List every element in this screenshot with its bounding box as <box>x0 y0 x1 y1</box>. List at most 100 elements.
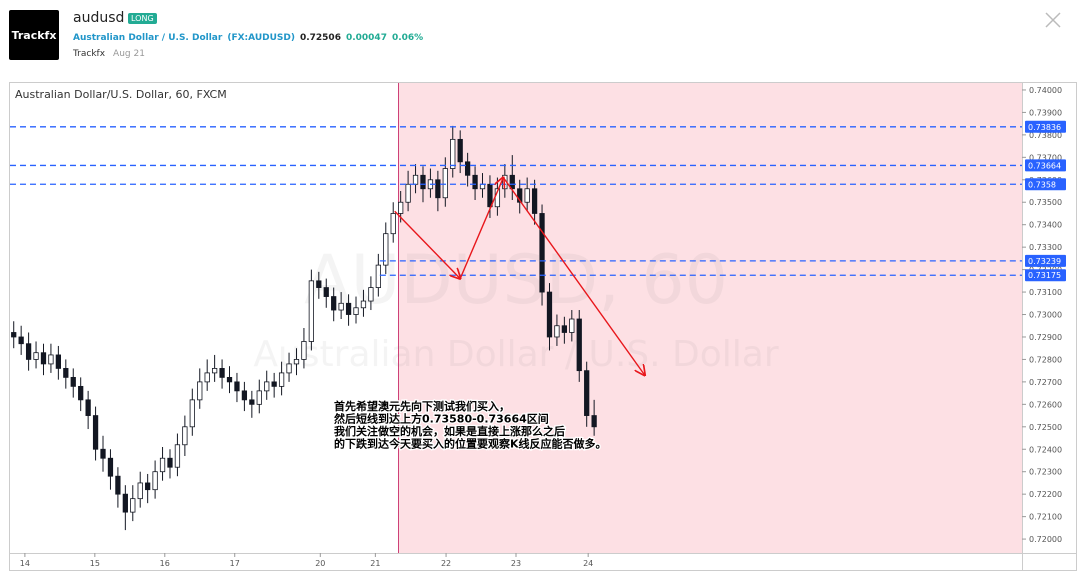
candle-body <box>375 264 381 288</box>
meta: Trackfx Aug 21 <box>73 49 145 59</box>
level-label-box <box>1025 178 1066 191</box>
y-tick-label: 0.74000 <box>1029 86 1062 95</box>
candle-body <box>435 179 441 199</box>
candle-body <box>345 302 352 315</box>
candle-body <box>122 493 128 513</box>
arrow <box>394 210 460 278</box>
candle-body <box>569 318 575 333</box>
y-tick-label: 0.72100 <box>1029 513 1062 522</box>
candle-body <box>25 343 32 360</box>
candle-body <box>204 372 210 383</box>
candle-body <box>554 325 560 338</box>
author[interactable]: Trackfx <box>73 49 106 59</box>
candle-body <box>308 280 314 342</box>
y-tick-label: 0.72400 <box>1029 445 1062 454</box>
candle-body <box>531 188 538 214</box>
candle-body <box>48 354 54 365</box>
candle-body <box>55 354 62 369</box>
candle-body <box>584 370 590 416</box>
symbol-name[interactable]: Australian Dollar / U.S. Dollar <box>73 33 223 43</box>
level-label-box <box>1025 120 1066 133</box>
candle-body <box>442 168 448 199</box>
long-tag: LONG <box>128 13 157 24</box>
level-label: 0.73175 <box>1028 271 1061 280</box>
symbol[interactable]: (FX:AUDUSD) <box>227 33 295 43</box>
y-tick-label: 0.72800 <box>1029 355 1062 364</box>
level-label: 0.73239 <box>1028 257 1061 266</box>
candle-body <box>293 359 300 365</box>
annotation-line: 我们关注做空的机会，如果是直接上涨那么之后 <box>334 424 565 438</box>
candle-body <box>11 332 17 338</box>
price: 0.72506 <box>299 33 341 43</box>
candle-body <box>368 287 374 302</box>
date: Aug 21 <box>113 49 145 59</box>
candle-body <box>301 341 307 360</box>
symbol-info: Australian Dollar / U.S. Dollar (FX:AUDUS… <box>73 33 428 43</box>
x-tick-label: 23 <box>511 559 521 568</box>
candle-body <box>63 368 69 378</box>
change: 0.00047 <box>345 33 387 43</box>
y-tick-label: 0.73100 <box>1029 288 1062 297</box>
candle-body <box>70 376 76 387</box>
candle-body <box>249 399 255 405</box>
y-tick-label: 0.72700 <box>1029 378 1062 387</box>
close-icon <box>1045 12 1061 28</box>
y-tick-label: 0.72500 <box>1029 423 1062 432</box>
y-tick-label: 0.73300 <box>1029 243 1062 252</box>
x-tick-label: 17 <box>230 559 240 568</box>
candle-body <box>100 448 106 459</box>
level-label: 0.7358 <box>1028 180 1056 189</box>
candle-body <box>383 233 389 266</box>
candle-body <box>174 444 181 468</box>
y-tick-label: 0.73400 <box>1029 221 1062 230</box>
candle-body <box>226 376 233 383</box>
chart-legend: Australian Dollar/U.S. Dollar, 60, FXCM <box>15 88 227 101</box>
candle-body <box>546 291 553 338</box>
annotation-line: 然后短线到达上方0.73580-0.73664区间 <box>334 412 549 426</box>
candle-body <box>115 475 121 495</box>
candle-body <box>286 363 292 374</box>
x-tick-label: 15 <box>90 559 100 568</box>
arrow <box>502 177 644 376</box>
candle-body <box>457 138 463 163</box>
candle-body <box>591 415 597 428</box>
annotation-line: 首先希望澳元先向下测试我们买入， <box>334 399 510 413</box>
candle-body <box>219 368 225 378</box>
candle-body <box>241 390 248 401</box>
candle-body <box>167 457 173 468</box>
candle-body <box>107 457 114 477</box>
candle-body <box>517 188 523 203</box>
y-tick-label: 0.73700 <box>1029 153 1062 162</box>
candle-body <box>390 213 396 235</box>
y-tick-label: 0.73500 <box>1029 198 1062 207</box>
y-tick-label: 0.72900 <box>1029 333 1062 342</box>
candle-body <box>539 213 545 293</box>
candle-body <box>137 482 143 500</box>
arrow <box>459 178 503 279</box>
x-tick-label: 24 <box>583 559 593 568</box>
candle-body <box>40 352 47 365</box>
candle-body <box>92 415 99 450</box>
level-label-box <box>1025 254 1066 267</box>
idea-title: audusd <box>73 10 125 26</box>
watermark: AUDUSD, 60 <box>304 241 728 320</box>
y-tick-label: 0.72300 <box>1029 468 1062 477</box>
candle-body <box>412 174 419 185</box>
candle-body <box>145 482 151 491</box>
watermark-sub: Australian Dollar / U.S. Dollar <box>253 334 778 375</box>
y-tick-label: 0.72000 <box>1029 535 1062 544</box>
candle-body <box>487 183 493 208</box>
logo: Trackfx <box>9 10 59 60</box>
candle-body <box>360 300 367 309</box>
change-pct: 0.06% <box>391 33 424 43</box>
chart-frame <box>9 82 1077 571</box>
candle-body <box>152 471 158 491</box>
x-tick-label: 14 <box>20 559 30 568</box>
level-label-box <box>1025 159 1066 172</box>
candle-body <box>33 352 39 360</box>
candle-body <box>323 287 329 297</box>
candle-body <box>189 399 195 428</box>
close-button[interactable] <box>1043 10 1063 30</box>
